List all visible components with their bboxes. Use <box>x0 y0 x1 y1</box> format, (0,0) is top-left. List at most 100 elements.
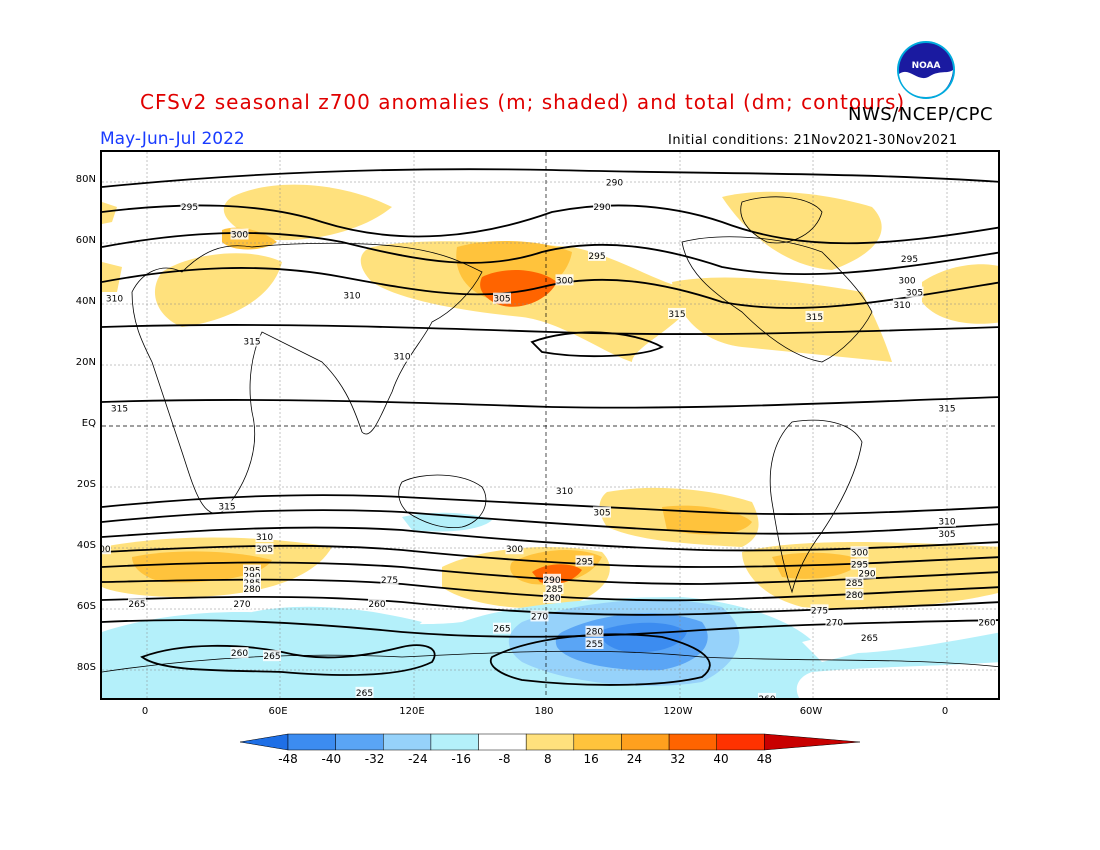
lon-label-0-west: 0 <box>141 706 149 717</box>
contour-label-bg <box>393 350 411 362</box>
contour-label-bg <box>102 543 111 555</box>
contour-label: 315 <box>218 502 235 512</box>
colorbar-tick-label: -40 <box>321 752 342 766</box>
contour-label-bg <box>243 582 261 594</box>
colorbar-tick-label: -32 <box>364 752 385 766</box>
lat-label-40n: 40N <box>75 296 96 307</box>
contour-label: 260 <box>231 649 248 659</box>
contour-label: 280 <box>586 628 603 638</box>
colorbar-arrow-right <box>764 733 860 751</box>
colorbar <box>240 733 860 751</box>
contour-label: 295 <box>181 203 198 213</box>
contour-label-bg <box>588 249 606 261</box>
contour-label: 300 <box>506 545 523 555</box>
contour-label-bg <box>938 515 956 527</box>
colorbar-tick-label: 48 <box>756 752 772 766</box>
lat-label-20n: 20N <box>75 357 96 368</box>
contour-label-bg <box>850 546 869 558</box>
lat-label-80s: 80S <box>76 662 96 673</box>
colorbar-tick-label: 40 <box>713 752 729 766</box>
map-title: CFSv2 seasonal z700 anomalies (m; shaded… <box>140 90 906 114</box>
colorbar-tick-label: -24 <box>408 752 428 766</box>
contour-label: 260 <box>978 619 995 629</box>
lat-label-80n: 80N <box>75 174 96 185</box>
contour-label: 285 <box>546 585 563 595</box>
contour-label-bg <box>110 402 129 414</box>
colorbar-tick-label: -48 <box>278 752 298 766</box>
contour-label: 255 <box>586 640 603 650</box>
colorbar-cell <box>621 733 670 751</box>
contour-label: 310 <box>938 518 955 528</box>
contour-label-bg <box>263 650 281 662</box>
contour-label-bg <box>900 252 919 264</box>
contour-label-bg <box>605 176 624 188</box>
colorbar-tick-label: 8 <box>544 752 552 766</box>
contour-label-bg <box>230 647 249 659</box>
contour-label-bg <box>230 228 249 240</box>
svg-text:NOAA: NOAA <box>912 61 941 71</box>
contour-label-bg <box>585 625 604 637</box>
colorbar-tick-label: 32 <box>670 752 686 766</box>
contour-label: 315 <box>111 405 128 415</box>
contour-label-bg <box>543 573 561 585</box>
contour-label: 305 <box>906 289 923 299</box>
contour-label: 295 <box>588 252 605 262</box>
equator-dateline <box>102 152 998 698</box>
contour-label: 290 <box>858 570 875 580</box>
lon-label-60e: 60E <box>268 706 288 717</box>
contour-label: 290 <box>543 576 560 586</box>
contour-label: 305 <box>938 530 955 540</box>
contour-label-bg <box>845 589 864 601</box>
contour-label-bg <box>575 555 594 567</box>
contour-label: 310 <box>893 301 910 311</box>
contour-label-bg <box>545 582 564 594</box>
colorbar-arrow-left <box>240 733 289 751</box>
contour-label: 280 <box>243 585 260 595</box>
contour-label-bg <box>860 631 879 643</box>
colorbar-cell <box>287 733 336 751</box>
contour-label-bg <box>593 201 611 212</box>
contour-label-bg <box>218 500 236 512</box>
contour-label: 305 <box>593 509 610 519</box>
colorbar-cell <box>525 733 575 751</box>
lon-label-0-east: 0 <box>941 706 949 717</box>
contour-label-bg <box>243 576 261 588</box>
lat-label-60n: 60N <box>75 235 96 246</box>
contour-label-bg <box>850 558 869 570</box>
lat-label-40s: 40S <box>76 540 96 551</box>
contour-label-bg <box>805 311 824 322</box>
contour-label: 260 <box>368 600 385 610</box>
contour-label: 310 <box>106 295 123 305</box>
contour-label: 270 <box>826 619 843 629</box>
contour-label-bg <box>368 598 386 610</box>
contour-label: 265 <box>356 689 373 699</box>
contour-label-bg <box>530 610 549 622</box>
contour-label-bg <box>938 402 956 414</box>
lon-label-120e: 120E <box>399 706 425 717</box>
colorbar-cell <box>335 733 384 751</box>
contour-label: 275 <box>381 576 398 586</box>
contour-label-bg <box>493 292 511 304</box>
contour-label: 290 <box>593 203 610 213</box>
contour-label: 315 <box>938 405 955 415</box>
noaa-logo-icon: NOAA <box>897 41 955 99</box>
contour-label-bg <box>255 531 274 542</box>
contour-label-bg <box>978 616 996 628</box>
contour-label-bg <box>243 570 261 582</box>
contour-label-bg <box>585 637 604 649</box>
contour-label-bg <box>355 686 374 698</box>
lon-label-180: 180 <box>534 706 554 717</box>
contour-label-bg <box>105 292 124 304</box>
contour-label-bg <box>243 564 261 576</box>
contour-label-bg <box>380 573 399 585</box>
anomaly-shading <box>102 184 998 698</box>
contour-label: 310 <box>393 353 410 363</box>
contour-label: 270 <box>233 600 250 610</box>
contour-label: 290 <box>606 179 623 189</box>
contour-label: 265 <box>128 600 145 610</box>
contour-label-bg <box>810 604 829 616</box>
contour-label-bg <box>938 527 956 539</box>
contour-label-bg <box>845 576 864 588</box>
contour-label-bg <box>180 201 199 212</box>
contour-label: 265 <box>493 625 510 635</box>
